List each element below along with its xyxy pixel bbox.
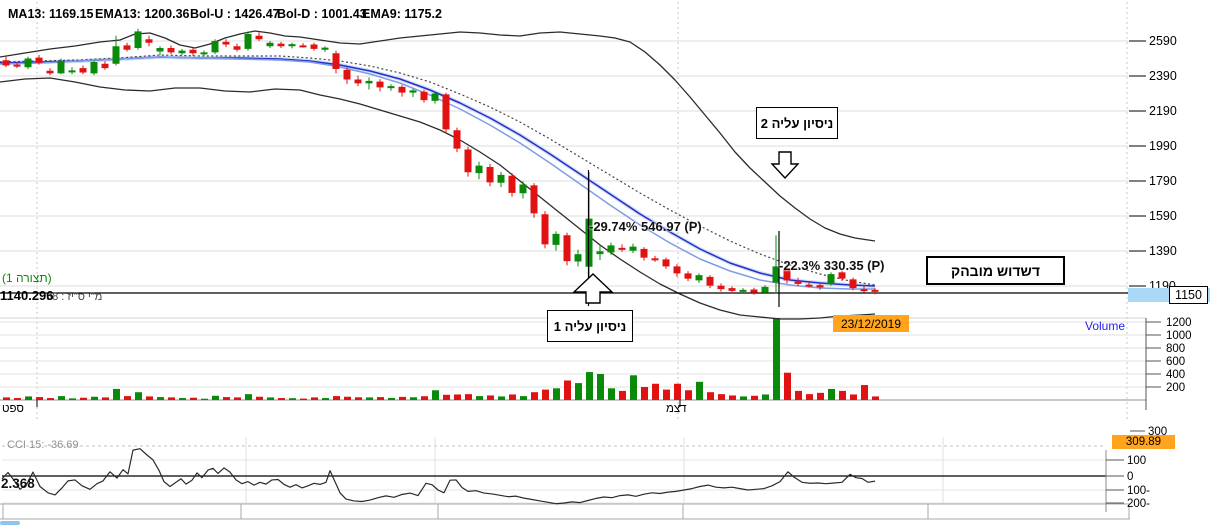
size-note-label: מ"י ס"יז : 58 [46, 291, 103, 303]
svg-text:2190: 2190 [1149, 104, 1177, 118]
svg-text:2590: 2590 [1149, 34, 1177, 48]
svg-text:1790: 1790 [1149, 174, 1177, 188]
svg-text:1000: 1000 [1166, 330, 1192, 342]
cci-indicator-label: CCI 15: -36.69 [7, 439, 79, 451]
svg-text:200: 200 [1166, 382, 1185, 394]
legend-bol-u: Bol-U : 1426.47 [190, 7, 280, 21]
month-label-sep: ספט [2, 403, 24, 415]
svg-text:400: 400 [1166, 369, 1185, 381]
svg-text:0: 0 [1127, 471, 1133, 483]
last-price-badge: 1150 [1169, 286, 1208, 304]
crosshair-date-badge: 23/12/2019 [833, 315, 909, 332]
annotation-rise-attempt-1[interactable]: ניסיון עליה 1 [547, 310, 633, 342]
svg-text:2390: 2390 [1149, 69, 1177, 83]
left-price-label: 1140.296 [0, 288, 54, 303]
month-label-dec: דצמ [666, 403, 687, 415]
svg-text:100-: 100- [1127, 485, 1150, 497]
scrollbar-thumb[interactable] [0, 521, 20, 525]
svg-text:1200: 1200 [1166, 317, 1192, 329]
legend-bol-d: Bol-D : 1001.43 [277, 7, 367, 21]
fib-label-2: -22.3% 330.35 (P) [779, 258, 885, 273]
svg-text:800: 800 [1166, 343, 1185, 355]
annotation-consolidation[interactable]: דשדוש מובהק [926, 256, 1065, 285]
volume-pane-title: Volume [1085, 319, 1126, 333]
legend-ema9: EMA9: 1175.2 [362, 7, 442, 21]
legend-ma13: MA13: 1169.15 [8, 7, 94, 21]
svg-text:600: 600 [1166, 356, 1185, 368]
svg-text:1590: 1590 [1149, 209, 1177, 223]
cci-value-badge: 309.89 [1112, 435, 1175, 449]
config-label: (תצורה 1) [2, 271, 52, 285]
svg-text:1390: 1390 [1149, 244, 1177, 258]
svg-text:200-: 200- [1127, 498, 1150, 510]
svg-text:100: 100 [1127, 455, 1146, 467]
annotation-rise-attempt-2[interactable]: ניסיון עליה 2 [756, 107, 838, 139]
cci-left-value: 2.368 [1, 476, 35, 491]
fib-label-1: -29.74% 546.97 (P) [589, 219, 702, 234]
legend-ema13: EMA13: 1200.36 [95, 7, 190, 21]
svg-text:1990: 1990 [1149, 139, 1177, 153]
